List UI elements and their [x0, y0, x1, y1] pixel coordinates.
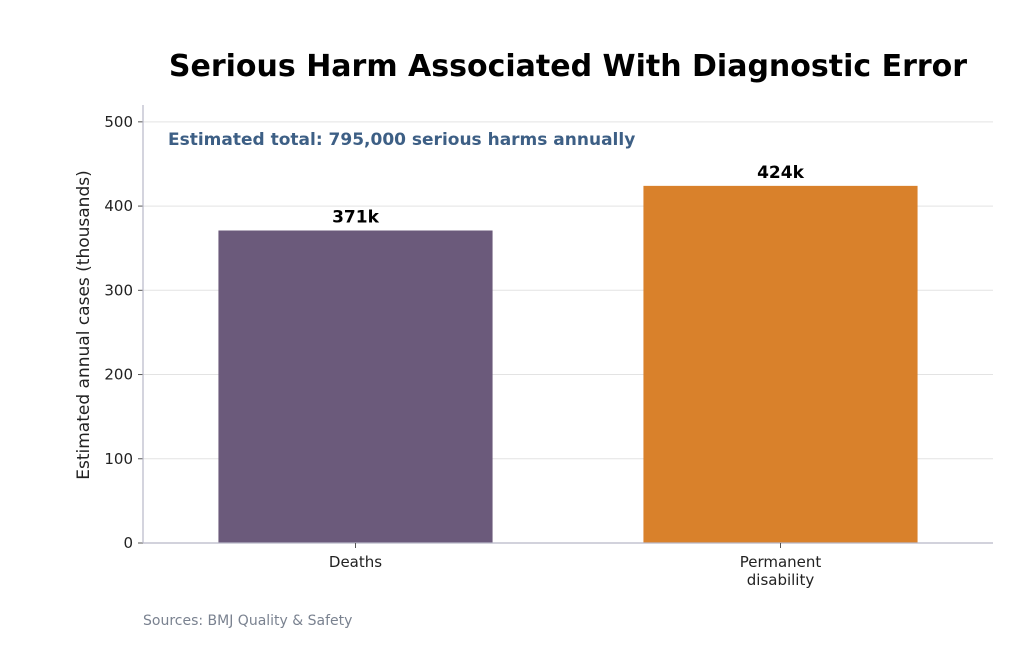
total-annotation: Estimated total: 795,000 serious harms a… — [168, 130, 635, 150]
bars: 371k 424k — [218, 163, 918, 543]
y-tick-label: 300 — [104, 281, 133, 299]
x-tick-label-line: Permanent — [740, 553, 822, 571]
y-tick-label: 500 — [104, 113, 133, 131]
bar-value-label: 424k — [757, 163, 804, 183]
bar-value-label: 371k — [332, 208, 379, 228]
y-tick-label: 100 — [104, 450, 133, 468]
y-tick-label: 0 — [123, 534, 133, 552]
y-tick-label: 200 — [104, 366, 133, 384]
axes: 0 100 200 300 400 500 Deaths Permanent disabilit… — [104, 105, 993, 589]
source-note: Sources: BMJ Quality & Safety — [143, 613, 352, 629]
y-axis-label: Estimated annual cases (thousands) — [74, 170, 94, 480]
x-tick-label-line: Deaths — [329, 553, 382, 571]
x-tick-label: Permanent disability — [740, 553, 822, 589]
bar — [218, 230, 493, 543]
x-tick-label-line: disability — [747, 571, 815, 589]
y-tick-label: 400 — [104, 197, 133, 215]
bar — [643, 185, 918, 543]
x-tick-label: Deaths — [329, 553, 382, 571]
chart-title: Serious Harm Associated With Diagnostic … — [169, 49, 967, 84]
